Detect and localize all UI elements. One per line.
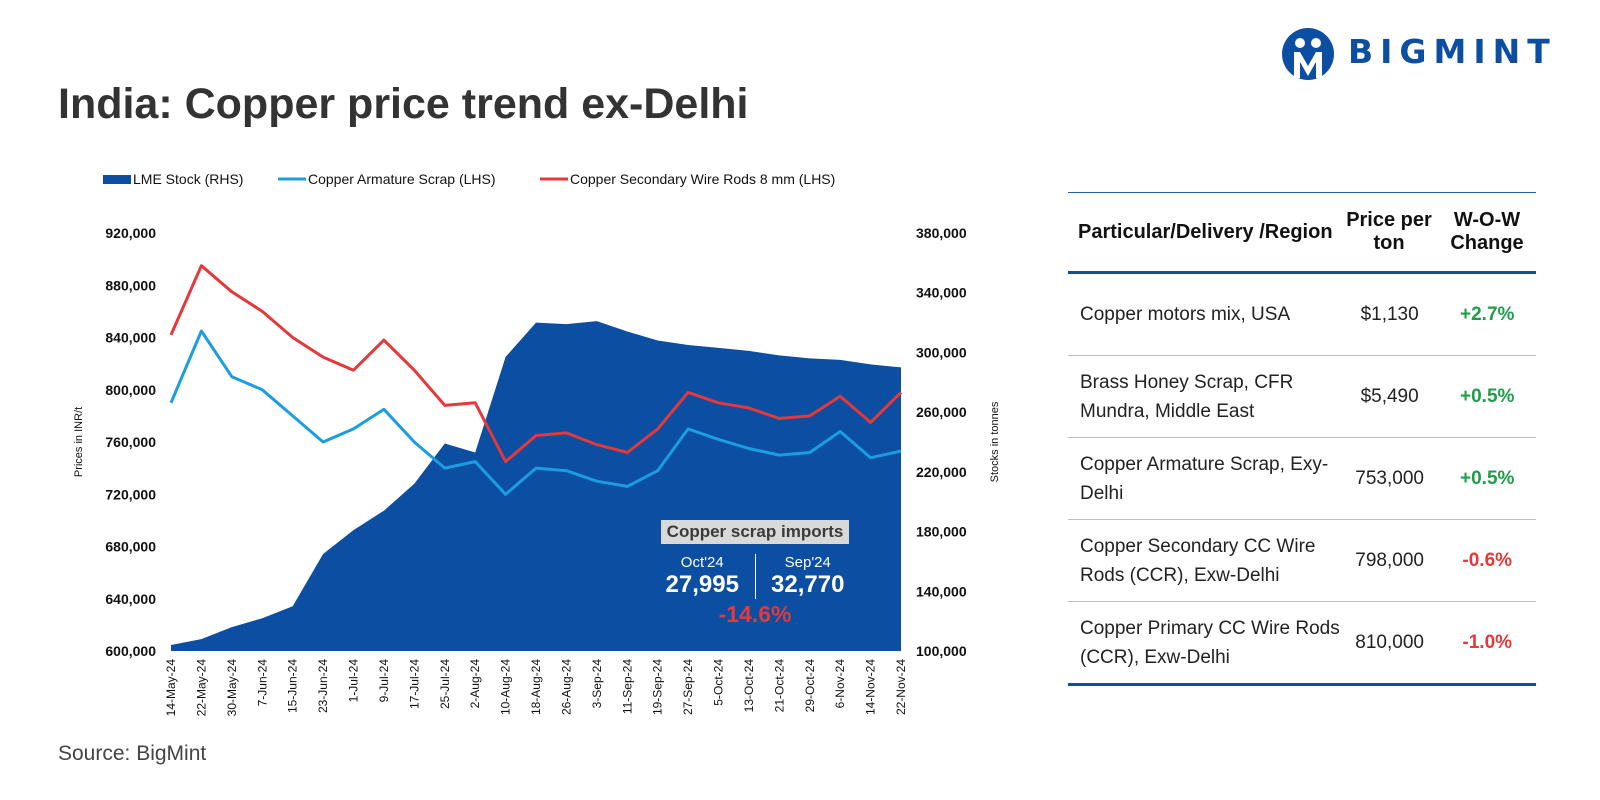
row-price: 798,000 — [1355, 549, 1424, 571]
callout-change: -14.6% — [718, 601, 792, 627]
x-tick-label: 25-Jul-24 — [438, 659, 452, 709]
legend-label: Copper Secondary Wire Rods 8 mm (LHS) — [570, 171, 835, 187]
y-tick-label-left: 800,000 — [105, 382, 156, 398]
x-tick-label: 27-Sep-24 — [681, 659, 695, 715]
row-change: +2.7% — [1460, 303, 1515, 325]
source-note: Source: BigMint — [58, 742, 207, 765]
callout-item-previous: Sep'24 32,770 — [756, 554, 861, 599]
x-tick-label: 15-Jun-24 — [286, 659, 300, 713]
table-header: Particular/Delivery /Region Price per to… — [1068, 192, 1536, 274]
row-change: -0.6% — [1462, 549, 1513, 571]
y-tick-label-right: 220,000 — [916, 464, 967, 480]
x-tick-label: 19-Sep-24 — [651, 659, 665, 715]
y-tick-label-left: 680,000 — [105, 539, 156, 555]
row-change: +0.5% — [1460, 385, 1515, 407]
column-header-price: Price per ton — [1346, 209, 1432, 254]
x-tick-label: 10-Aug-24 — [499, 659, 513, 715]
row-name: Copper motors mix, USA — [1080, 304, 1291, 325]
x-tick-label: 6-Nov-24 — [833, 659, 847, 709]
x-tick-label: 14-May-24 — [164, 659, 178, 717]
bigmint-logo: BIGMINT — [1280, 26, 1560, 82]
copper-price-chart: 600,000 640,000 680,000 720,000 760,000 800,0… — [73, 171, 1001, 717]
table-row: Copper motors mix, USA $1,130 +2.7% — [1068, 274, 1536, 356]
x-tick-label: 29-Oct-24 — [803, 659, 817, 713]
x-tick-label: 9-Jul-24 — [377, 659, 391, 703]
table-row: Copper Primary CC Wire Rods (CCR), Exw-D… — [1068, 602, 1536, 686]
row-price: 810,000 — [1355, 631, 1424, 653]
row-name: Copper Armature Scrap, Exy-Delhi — [1080, 453, 1329, 504]
y-tick-label-left: 840,000 — [105, 330, 156, 346]
y-tick-label-right: 300,000 — [916, 344, 967, 360]
x-tick-label: 30-May-24 — [225, 659, 239, 717]
y-tick-label-left: 600,000 — [105, 643, 156, 659]
page-title: India: Copper price trend ex-Delhi — [58, 80, 749, 128]
x-tick-label: 18-Aug-24 — [529, 659, 543, 715]
callout-label: Sep'24 — [784, 554, 831, 571]
y-tick-label-left: 720,000 — [105, 486, 156, 502]
row-name: Brass Honey Scrap, CFR Mundra, Middle Ea… — [1080, 371, 1294, 422]
y-tick-label-right: 180,000 — [916, 524, 967, 540]
y-tick-label-right: 140,000 — [916, 583, 967, 599]
y-tick-label-right: 100,000 — [916, 643, 967, 659]
y-tick-label-right: 340,000 — [916, 285, 967, 301]
y-tick-label-left: 640,000 — [105, 591, 156, 607]
table-row: Copper Armature Scrap, Exy-Delhi 753,000… — [1068, 438, 1536, 520]
y-tick-label-right: 380,000 — [916, 225, 967, 241]
callout-value: 27,995 — [665, 571, 739, 598]
x-tick-label: 1-Jul-24 — [347, 659, 361, 703]
legend-label: Copper Armature Scrap (LHS) — [308, 171, 496, 187]
brand-name: BIGMINT — [1348, 32, 1557, 71]
column-header-change: W-O-W Change — [1450, 209, 1524, 254]
row-price: 753,000 — [1355, 467, 1424, 489]
x-tick-label: 2-Aug-24 — [468, 659, 482, 709]
x-tick-label: 22-Nov-24 — [894, 659, 908, 715]
callout-label: Oct'24 — [680, 554, 724, 571]
y-tick-label-left: 920,000 — [105, 225, 156, 241]
row-change: +0.5% — [1460, 467, 1515, 489]
wire-rods-line — [169, 264, 903, 464]
y-tick-label-left: 880,000 — [105, 277, 156, 293]
row-price: $1,130 — [1360, 303, 1419, 325]
row-change: -1.0% — [1462, 631, 1513, 653]
x-tick-label: 26-Aug-24 — [559, 659, 573, 715]
x-tick-label: 14-Nov-24 — [864, 659, 878, 715]
row-name: Copper Primary CC Wire Rods (CCR), Exw-D… — [1080, 617, 1340, 668]
legend-swatch — [103, 175, 131, 184]
y-tick-label-right: 260,000 — [916, 404, 967, 420]
x-tick-label: 7-Jun-24 — [255, 659, 269, 707]
callout-title: Copper scrap imports — [660, 520, 850, 544]
x-tick-label: 21-Oct-24 — [772, 659, 786, 713]
legend-label: LME Stock (RHS) — [133, 171, 243, 187]
y-axis-title-left: Prices in INR/t — [73, 407, 85, 477]
x-tick-label: 13-Oct-24 — [742, 659, 756, 713]
x-tick-label: 11-Sep-24 — [620, 659, 634, 714]
x-tick-label: 5-Oct-24 — [712, 659, 726, 706]
column-header-particular: Particular/Delivery /Region — [1078, 220, 1333, 243]
bigmint-logo-icon — [1282, 28, 1334, 80]
copper-scrap-imports-callout: Copper scrap imports Oct'24 27,995 Sep'2… — [650, 520, 860, 628]
armature-scrap-line — [169, 329, 902, 496]
row-price: $5,490 — [1360, 385, 1419, 407]
x-tick-label: 17-Jul-24 — [407, 659, 421, 709]
table-row: Copper Secondary CC Wire Rods (CCR), Exw… — [1068, 520, 1536, 602]
y-axis-title-right: Stocks in tonnes — [989, 401, 1001, 482]
callout-item-current: Oct'24 27,995 — [650, 554, 756, 599]
y-tick-label-left: 760,000 — [105, 434, 156, 450]
x-tick-label: 3-Sep-24 — [590, 659, 604, 709]
x-tick-label: 22-May-24 — [194, 659, 208, 717]
row-name: Copper Secondary CC Wire Rods (CCR), Exw… — [1080, 535, 1316, 586]
callout-value: 32,770 — [771, 571, 845, 598]
x-tick-label: 23-Jun-24 — [316, 659, 330, 713]
price-table: Particular/Delivery /Region Price per to… — [1068, 192, 1536, 686]
table-row: Brass Honey Scrap, CFR Mundra, Middle Ea… — [1068, 356, 1536, 438]
